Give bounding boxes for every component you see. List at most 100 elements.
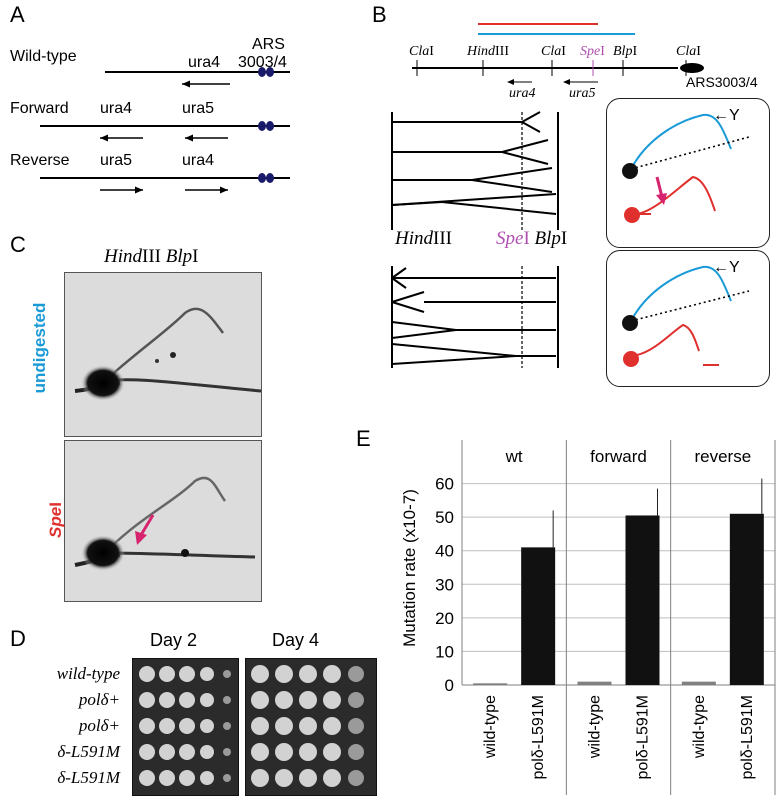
row-forward-gene-2: ura5 bbox=[182, 100, 215, 117]
y-tick-label: 60 bbox=[435, 475, 454, 494]
fork-diagram-bottom bbox=[391, 266, 559, 368]
mutation-rate-chart: 0 10 20 30 40 50 60 wt forward reverse wild-type po… bbox=[435, 440, 776, 795]
colony-spot bbox=[251, 665, 269, 683]
gel-title: HindIII BlpI bbox=[104, 246, 199, 267]
strain-label-4: δ-L591M bbox=[57, 742, 120, 761]
colony-spot bbox=[275, 743, 293, 761]
colony-spot bbox=[159, 666, 175, 682]
colony-spot bbox=[159, 744, 175, 760]
site-hindiii: HindIII bbox=[467, 44, 509, 59]
colony-spot bbox=[139, 718, 155, 734]
site-blpi: BlpI bbox=[613, 44, 638, 59]
colony-spot bbox=[200, 693, 214, 707]
colony-spot bbox=[299, 717, 317, 735]
y-arc-label-bottom: ←Y bbox=[713, 259, 740, 276]
map-gene-ura4: ura4 bbox=[509, 86, 536, 101]
strain-label-3: polδ+ bbox=[78, 716, 120, 735]
colony-spot bbox=[179, 744, 195, 760]
colony-spot bbox=[223, 696, 231, 704]
colony-spot bbox=[323, 717, 341, 735]
colony-spot bbox=[348, 666, 364, 682]
gel-spei bbox=[64, 440, 262, 602]
gel-bottom-side-label: SpeI bbox=[46, 502, 65, 538]
y-tick-label: 10 bbox=[435, 642, 454, 661]
colony-spot bbox=[251, 691, 269, 709]
colony-spot bbox=[139, 744, 155, 760]
colony-spot bbox=[299, 691, 317, 709]
row-reverse-gene-2: ura4 bbox=[182, 152, 215, 169]
panel-c-label: C bbox=[10, 232, 26, 257]
colony-spot bbox=[299, 743, 317, 761]
map-gene-ura5: ura5 bbox=[569, 86, 596, 101]
panel-d-label: D bbox=[10, 626, 26, 651]
cartoon-box-bottom: ←Y bbox=[606, 250, 770, 387]
plate-day4 bbox=[245, 658, 377, 796]
y-tick-label: 40 bbox=[435, 542, 454, 561]
x-tick-label: polδ-L591M bbox=[634, 695, 651, 780]
colony-spot bbox=[299, 665, 317, 683]
bar bbox=[681, 681, 716, 685]
colony-spot bbox=[299, 769, 317, 787]
x-tick-label: wild-type bbox=[482, 695, 499, 759]
bar bbox=[473, 683, 508, 686]
site-clai-1: ClaI bbox=[409, 44, 434, 59]
colony-spot bbox=[323, 743, 341, 761]
panel-b-map bbox=[412, 23, 704, 85]
site-spei: SpeI bbox=[580, 44, 605, 59]
strain-label-1: wild-type bbox=[56, 664, 120, 683]
ars-number-label: 3003/4 bbox=[238, 54, 287, 71]
colony-spot bbox=[159, 692, 175, 708]
colony-spot bbox=[275, 769, 293, 787]
colony-spot bbox=[223, 670, 231, 678]
map-ars-label: ARS3003/4 bbox=[686, 74, 758, 90]
bar bbox=[625, 515, 660, 685]
x-tick-label: wild-type bbox=[691, 695, 708, 759]
colony-spot bbox=[139, 770, 155, 786]
panel-a-diagram bbox=[40, 67, 290, 194]
day4-label: Day 4 bbox=[272, 630, 320, 650]
row-reverse-gene-1: ura5 bbox=[100, 152, 133, 169]
colony-spot bbox=[179, 692, 195, 708]
colony-spot bbox=[223, 722, 231, 730]
panel-b-label: B bbox=[372, 2, 387, 27]
gel-arrow bbox=[139, 514, 155, 536]
row-wildtype-label: Wild-type bbox=[10, 48, 77, 65]
x-tick-label: wild-type bbox=[587, 695, 604, 759]
middle-spei-label: SpeI BlpI bbox=[496, 228, 568, 249]
bar bbox=[577, 681, 612, 685]
colony-spot bbox=[251, 743, 269, 761]
colony-spot bbox=[251, 717, 269, 735]
colony-spot bbox=[159, 718, 175, 734]
colony-spot bbox=[179, 770, 195, 786]
strain-label-5: δ-L591M bbox=[57, 768, 120, 787]
colony-spot bbox=[139, 666, 155, 682]
colony-spot bbox=[179, 718, 195, 734]
ars-label: ARS bbox=[252, 36, 285, 53]
y-tick-label: 50 bbox=[435, 508, 454, 527]
colony-spot bbox=[179, 666, 195, 682]
colony-spot bbox=[323, 691, 341, 709]
colony-spot bbox=[348, 692, 364, 708]
colony-spot bbox=[348, 718, 364, 734]
y-tick-label: 0 bbox=[445, 676, 454, 695]
colony-spot bbox=[200, 745, 214, 759]
colony-spot bbox=[348, 770, 364, 786]
group-label: reverse bbox=[694, 447, 751, 466]
row-forward-gene-1: ura4 bbox=[100, 100, 133, 117]
x-tick-label: polδ-L591M bbox=[530, 695, 547, 780]
colony-spot bbox=[275, 717, 293, 735]
colony-spot bbox=[251, 769, 269, 787]
colony-spot bbox=[139, 692, 155, 708]
cartoon-box-top: ←Y bbox=[606, 98, 770, 248]
x-tick-label: polδ-L591M bbox=[739, 695, 756, 780]
group-label: wt bbox=[505, 447, 523, 466]
panel-a-label: A bbox=[10, 2, 25, 27]
colony-spot bbox=[348, 744, 364, 760]
colony-spot bbox=[200, 771, 214, 785]
colony-spot bbox=[200, 667, 214, 681]
colony-spot bbox=[275, 665, 293, 683]
colony-spot bbox=[200, 719, 214, 733]
colony-spot bbox=[223, 748, 231, 756]
colony-spot bbox=[159, 770, 175, 786]
y-arc-label-top: ←Y bbox=[713, 107, 740, 124]
